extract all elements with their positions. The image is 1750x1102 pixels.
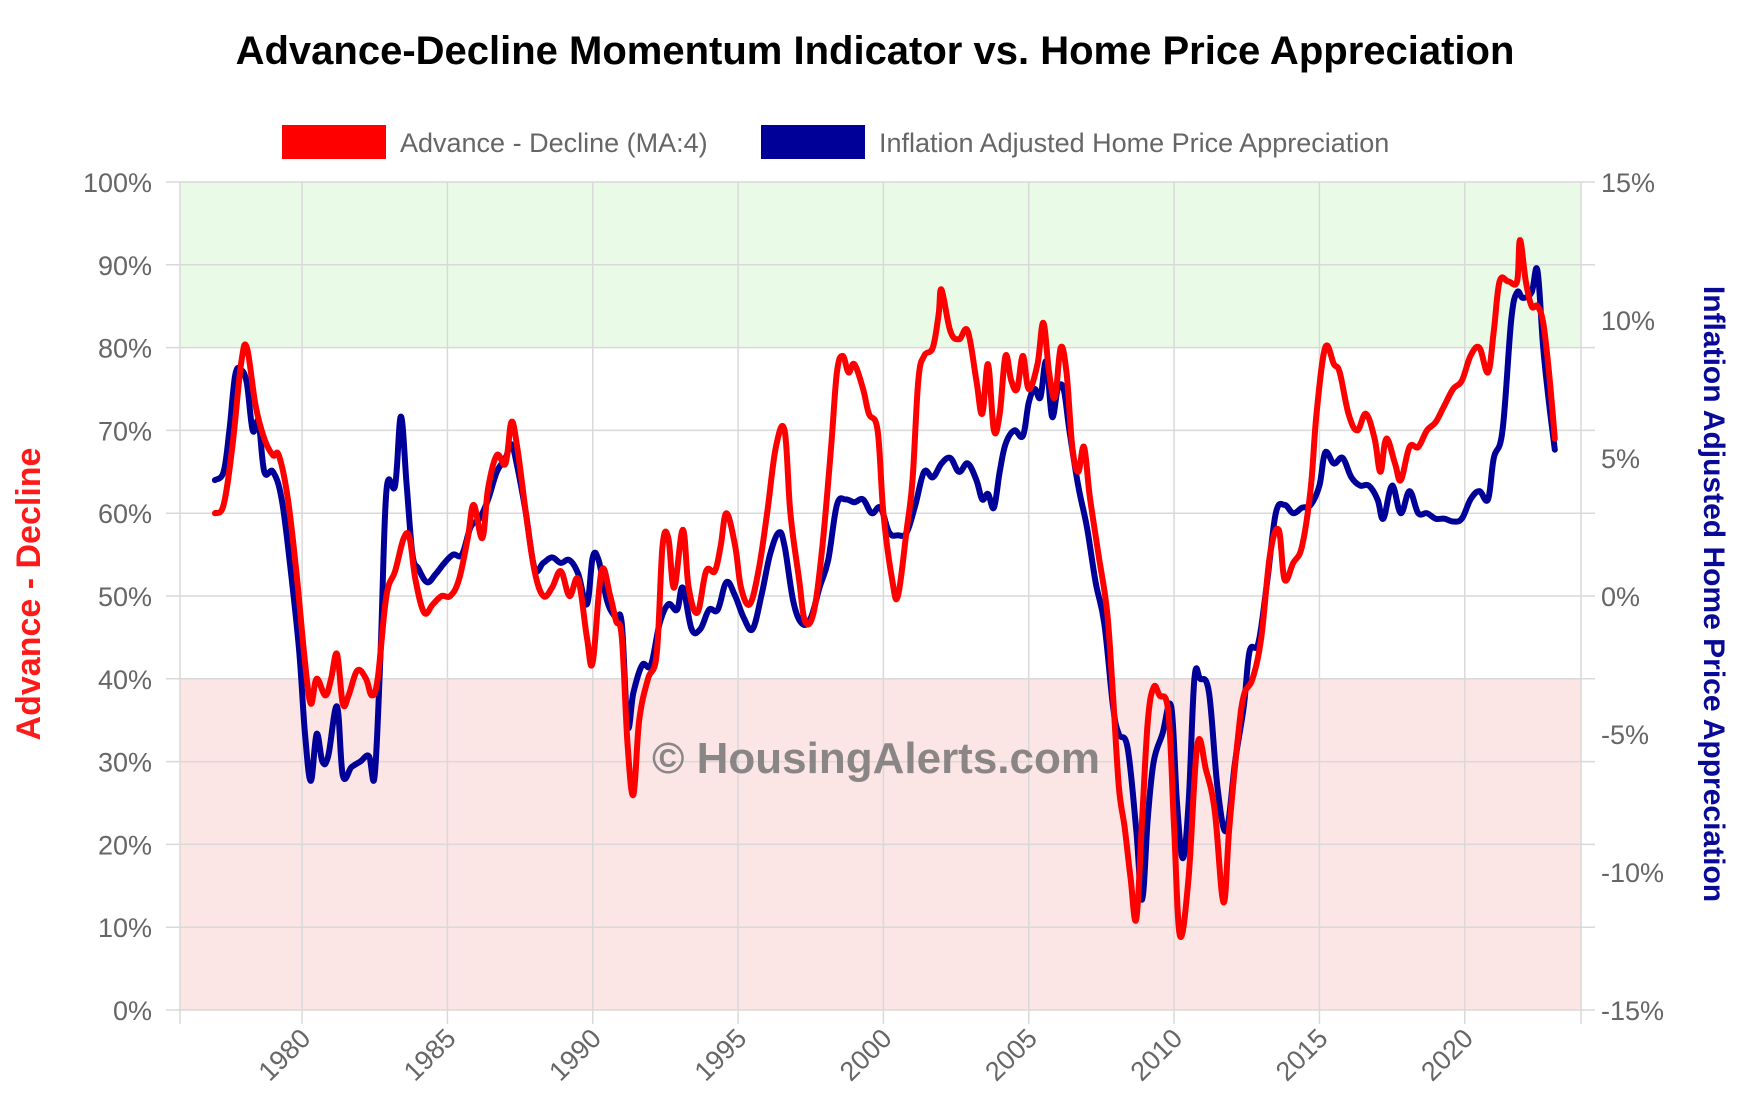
legend-swatch-home-price-appreciation xyxy=(761,125,865,159)
left-tick-label: 70% xyxy=(98,416,152,446)
x-tick-label: 1985 xyxy=(398,1023,462,1087)
right-tick-label: 0% xyxy=(1601,582,1640,612)
watermark: © HousingAlerts.com xyxy=(652,734,1100,783)
x-tick-label: 1980 xyxy=(253,1023,317,1087)
x-tick-label: 2000 xyxy=(834,1023,898,1087)
left-tick-label: 50% xyxy=(98,582,152,612)
legend-item-home-price-appreciation[interactable]: Inflation Adjusted Home Price Appreciati… xyxy=(761,125,1389,159)
x-tick-label: 2020 xyxy=(1415,1023,1479,1087)
series-line-home-price-appreciation xyxy=(211,265,1558,903)
chart-title: Advance-Decline Momentum Indicator vs. H… xyxy=(236,29,1515,73)
left-tick-label: 20% xyxy=(98,830,152,860)
x-tick-label: 1995 xyxy=(689,1023,753,1087)
left-tick-label: 0% xyxy=(113,996,152,1026)
x-tick-label: 2005 xyxy=(979,1023,1043,1087)
right-tick-label: -5% xyxy=(1601,720,1649,750)
left-tick-label: 30% xyxy=(98,748,152,778)
right-axis-ticks: -15% -10% -5% 0% 5% 10% 15% xyxy=(1601,168,1664,1026)
right-tick-label: 10% xyxy=(1601,306,1655,336)
right-tick-label: -10% xyxy=(1601,858,1664,888)
left-tick-label: 60% xyxy=(98,499,152,529)
left-axis-title: Advance - Decline xyxy=(10,448,48,741)
right-tick-label: 5% xyxy=(1601,444,1640,474)
legend-item-advance-decline[interactable]: Advance - Decline (MA:4) xyxy=(282,125,708,159)
legend-label-home-price-appreciation: Inflation Adjusted Home Price Appreciati… xyxy=(879,128,1389,158)
series-lines xyxy=(211,237,1558,940)
x-tick-label: 1990 xyxy=(543,1023,607,1087)
x-axis-ticks: 1980 1985 1990 1995 2000 2005 2010 2015 2020 xyxy=(253,1023,1479,1087)
legend: Advance - Decline (MA:4) Inflation Adjus… xyxy=(282,125,1389,159)
left-tick-label: 40% xyxy=(98,665,152,695)
series-line-advance-decline xyxy=(211,237,1558,940)
left-axis-ticks: 0% 10% 20% 30% 40% 50% 60% 70% 80% 90% 100% xyxy=(83,168,152,1026)
right-tick-label: -15% xyxy=(1601,996,1664,1026)
left-tick-label: 10% xyxy=(98,913,152,943)
left-tick-label: 100% xyxy=(83,168,152,198)
right-axis-title: Inflation Adjusted Home Price Appreciati… xyxy=(1697,286,1730,902)
x-tick-label: 2015 xyxy=(1270,1023,1334,1087)
legend-swatch-advance-decline xyxy=(282,125,386,159)
left-tick-label: 80% xyxy=(98,334,152,364)
right-tick-label: 15% xyxy=(1601,168,1655,198)
left-tick-label: 90% xyxy=(98,251,152,281)
x-tick-label: 2010 xyxy=(1125,1023,1189,1087)
legend-label-advance-decline: Advance - Decline (MA:4) xyxy=(400,128,708,158)
